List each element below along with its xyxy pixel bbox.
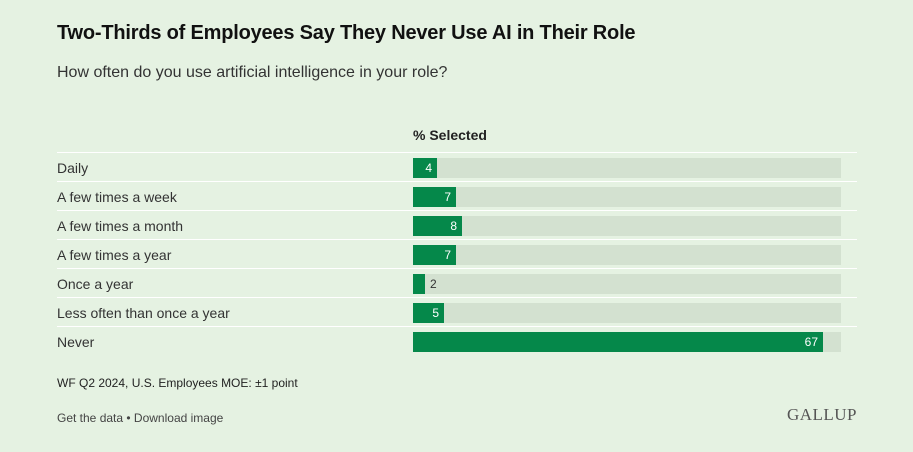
category-label: Never <box>57 334 95 350</box>
bar <box>413 245 456 265</box>
bar <box>413 158 437 178</box>
bar-value-label: 4 <box>425 161 432 175</box>
category-label: A few times a month <box>57 218 184 234</box>
bar-track: 4 <box>413 158 841 178</box>
bar <box>413 216 462 236</box>
bar-track: 8 <box>413 216 841 236</box>
bar-value-label: 7 <box>444 248 451 262</box>
chart-row: Never 67 <box>57 326 857 355</box>
chart-title: Two-Thirds of Employees Say They Never U… <box>57 22 636 44</box>
bar <box>413 187 456 207</box>
category-label: Daily <box>57 160 89 176</box>
category-label: Once a year <box>57 276 134 292</box>
bar-track: 67 <box>413 332 841 352</box>
column-header: % Selected <box>413 127 487 143</box>
bar <box>413 274 425 294</box>
chart-row: Once a year 2 <box>57 268 857 297</box>
bar-track: 7 <box>413 245 841 265</box>
link-separator: • <box>123 411 134 425</box>
gallup-logo: GALLUP <box>786 405 857 424</box>
chart-row: A few times a year 7 <box>57 239 857 268</box>
bar-track: 2 <box>413 274 841 294</box>
category-label: A few times a year <box>57 247 172 263</box>
source-note: WF Q2 2024, U.S. Employees MOE: ±1 point <box>57 376 298 390</box>
bar <box>413 303 444 323</box>
chart-row: Less often than once a year 5 <box>57 297 857 326</box>
bar-track: 5 <box>413 303 841 323</box>
chart-row: A few times a week 7 <box>57 181 857 210</box>
bar-value-label: 8 <box>450 219 457 233</box>
bar <box>413 332 823 352</box>
bar-track: 7 <box>413 187 841 207</box>
get-data-link[interactable]: Get the data <box>57 411 124 425</box>
bar-value-label: 67 <box>804 335 818 349</box>
bar-chart: Daily 4 A few times a week 7 A few times a m… <box>57 152 857 355</box>
chart-subtitle: How often do you use artificial intellig… <box>57 64 448 81</box>
chart-row: Daily 4 <box>57 152 857 181</box>
footer-links: Get the data • Download image <box>57 411 223 425</box>
bar-value-label: 2 <box>430 277 437 291</box>
category-label: Less often than once a year <box>57 305 230 321</box>
category-label: A few times a week <box>57 189 177 205</box>
download-image-link[interactable]: Download image <box>133 411 224 425</box>
bar-value-label: 7 <box>444 190 451 204</box>
bar-value-label: 5 <box>432 306 439 320</box>
chart-row: A few times a month 8 <box>57 210 857 239</box>
